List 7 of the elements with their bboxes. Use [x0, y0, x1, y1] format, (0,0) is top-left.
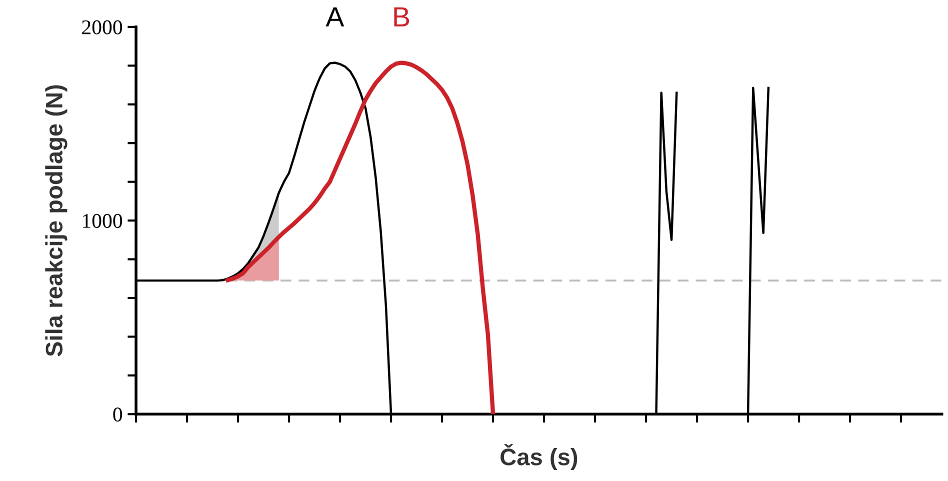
y-axis-title: Sila reakcije podlage (N)	[45, 85, 68, 356]
x-axis-title: Čas (s)	[500, 444, 578, 470]
y-tick-label: 2000	[82, 20, 122, 34]
series-label: B	[394, 7, 410, 26]
series-label: A	[326, 7, 344, 26]
y-tick-label: 1000	[83, 214, 122, 228]
y-tick-label: 0	[113, 408, 122, 422]
